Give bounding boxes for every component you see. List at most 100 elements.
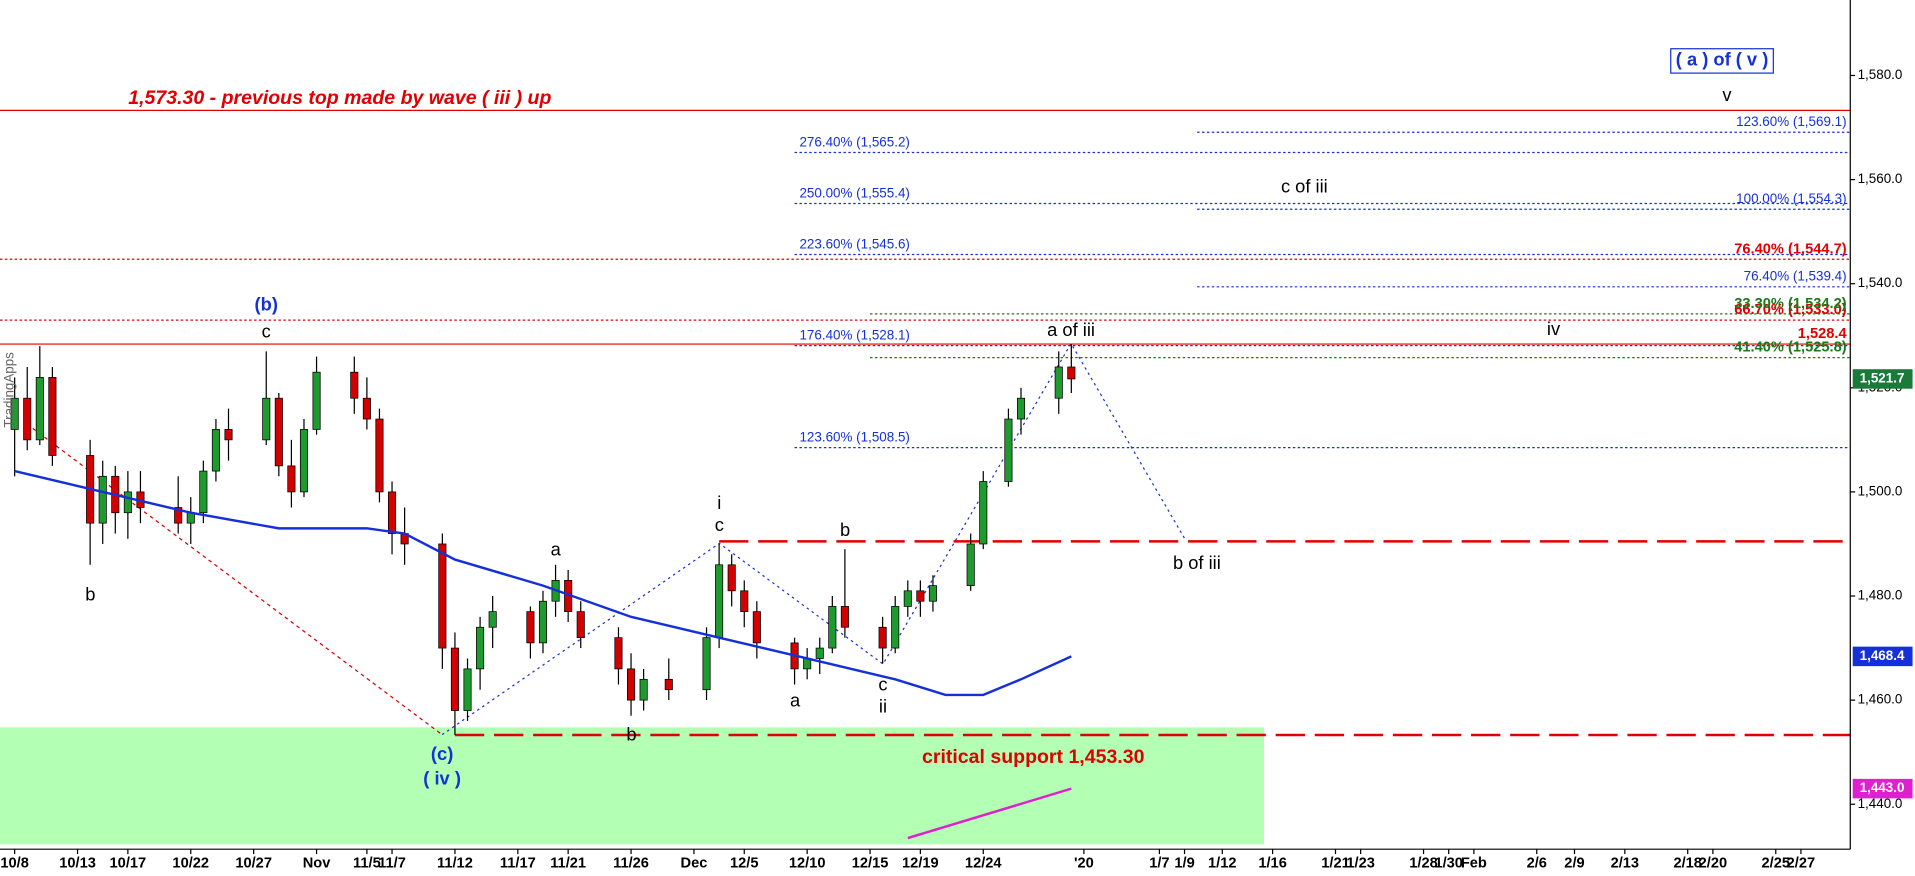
annotation: v <box>1722 84 1732 105</box>
level-label: 33.30% (1,534.2) <box>1734 296 1846 312</box>
candle-body <box>476 626 485 670</box>
x-tick-label: 1/21 <box>1321 856 1350 872</box>
annotation: b <box>840 519 850 540</box>
x-tick-label: Feb <box>1461 856 1487 872</box>
candle-body <box>526 611 535 644</box>
x-tick-label: 11/7 <box>378 856 406 872</box>
x-tick-label: '20 <box>1074 856 1094 872</box>
candle-body <box>299 429 309 493</box>
annotation: i <box>717 492 721 513</box>
candle-body <box>727 564 736 592</box>
candle-body <box>928 585 937 602</box>
x-tick-label: 2/18 <box>1673 856 1702 872</box>
level-label: 276.40% (1,565.2) <box>799 134 909 149</box>
x-tick-label: 2/13 <box>1611 856 1640 872</box>
price-tag <box>1852 778 1913 799</box>
annotation: ii <box>879 696 887 717</box>
candle-body <box>438 543 447 649</box>
level-label: 100.00% (1,554.3) <box>1736 191 1846 206</box>
candle-body <box>287 465 296 493</box>
x-tick-label: 1/16 <box>1258 856 1287 872</box>
price-tag-label: 1,443.0 <box>1860 780 1905 795</box>
annotation: c <box>715 514 724 535</box>
candle-body <box>627 668 636 701</box>
watermark: TradingApps <box>1 352 16 428</box>
annotation: b <box>626 724 636 745</box>
x-tick-label: 12/15 <box>852 856 889 872</box>
x-tick-label: 11/12 <box>437 856 473 872</box>
candle-body <box>966 543 975 586</box>
x-tick-label: 10/17 <box>110 856 147 872</box>
candle-body <box>350 371 359 399</box>
candle-body <box>1016 397 1026 420</box>
candle-body <box>903 590 912 607</box>
level-label: 176.40% (1,528.1) <box>799 327 909 342</box>
x-tick-label: 1/28 <box>1409 856 1438 872</box>
x-tick-label: 1/7 <box>1149 856 1169 872</box>
level-label: 223.60% (1,545.6) <box>799 236 909 251</box>
candle-body <box>1067 366 1076 380</box>
x-tick-label: 2/25 <box>1762 856 1791 872</box>
candle-body <box>639 678 648 701</box>
x-tick-label: 10/22 <box>172 856 209 872</box>
candle-body <box>23 397 32 441</box>
x-tick-label: 11/5 <box>353 856 381 872</box>
candle-body <box>362 397 371 420</box>
x-tick-label: 11/21 <box>550 856 586 872</box>
candle-body <box>450 647 459 711</box>
x-tick-label: 12/5 <box>730 856 759 872</box>
candle-body <box>815 647 824 659</box>
level-label: 66.70% (1,533.0) <box>1734 302 1846 318</box>
candle-body <box>702 637 711 691</box>
y-tick-label: 1,540.0 <box>1858 275 1903 290</box>
candle-body <box>35 377 44 441</box>
level-label: 76.40% (1,544.7) <box>1734 241 1846 257</box>
x-tick-label: 2/6 <box>1527 856 1547 872</box>
annotation: (b) <box>255 294 278 315</box>
plot <box>0 109 1851 737</box>
wave-line <box>26 423 443 736</box>
level-label: 1,528.4 <box>1798 326 1848 342</box>
y-tick-label: 1,580.0 <box>1858 67 1903 82</box>
y-tick-label: 1,480.0 <box>1858 588 1903 603</box>
x-tick-label: 12/19 <box>902 856 939 872</box>
price-tag <box>1852 369 1913 389</box>
candle-body <box>576 611 585 639</box>
candle-body <box>10 397 19 430</box>
candle-body <box>388 491 397 534</box>
candle-body <box>312 371 321 430</box>
annotation-box <box>1670 48 1774 74</box>
x-tick-label: 10/13 <box>59 856 96 872</box>
level-label: 250.00% (1,555.4) <box>799 185 909 200</box>
candle-body <box>614 637 623 670</box>
indicator-line <box>14 469 1072 697</box>
annotation: (c) <box>431 743 453 764</box>
x-tick-label: Nov <box>303 856 332 872</box>
candle-body <box>752 611 761 644</box>
x-tick-label: 2/20 <box>1699 856 1728 872</box>
x-tick-label: Dec <box>681 856 708 872</box>
candle-body <box>979 481 988 545</box>
candle-body <box>1004 418 1013 482</box>
candle-body <box>1054 366 1063 399</box>
candle-body <box>211 429 220 472</box>
x-tick-label: 12/10 <box>789 856 826 872</box>
level-label: 76.40% (1,539.4) <box>1744 269 1847 284</box>
indicator-line <box>907 787 1072 840</box>
y-tick-label: 1,560.0 <box>1858 171 1903 186</box>
support-zone <box>0 727 1265 845</box>
annotation: b of iii <box>1173 552 1221 573</box>
level-label: 41.40% (1,525.8) <box>1734 340 1846 356</box>
annotation: ( iv ) <box>423 768 461 789</box>
x-tick-label: 1/9 <box>1174 856 1194 872</box>
annotation: c of iii <box>1281 175 1328 196</box>
x-tick-label: 11/17 <box>500 856 536 872</box>
price-tag-label: 1,521.7 <box>1860 371 1905 386</box>
candle-body <box>828 606 837 649</box>
annotation: c <box>262 320 271 341</box>
candle-body <box>538 600 548 644</box>
candle-body <box>262 397 271 441</box>
candle-body <box>840 606 849 628</box>
candle-body <box>48 377 57 456</box>
x-tick-label: 11/26 <box>613 856 649 872</box>
